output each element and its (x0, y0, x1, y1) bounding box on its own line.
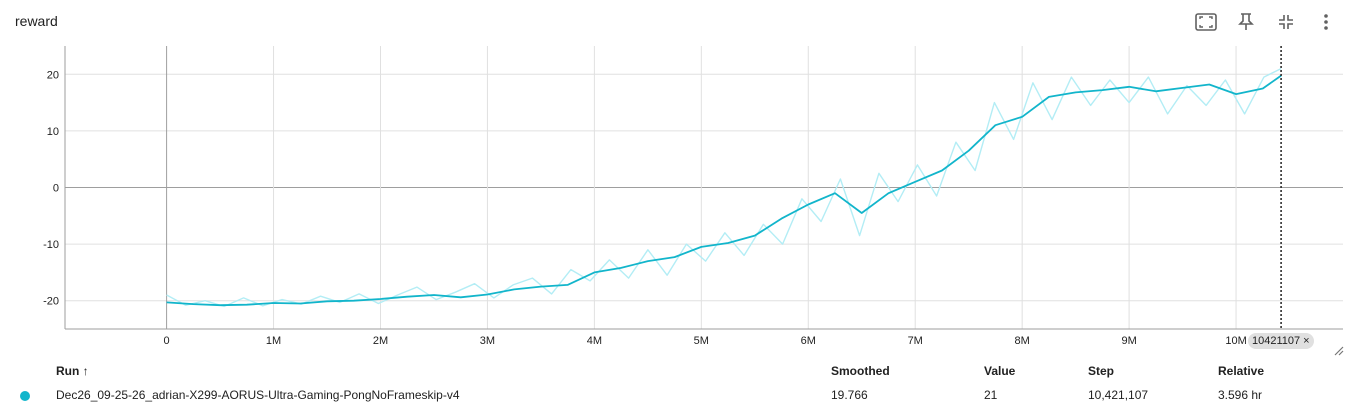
card-title: reward (15, 13, 58, 29)
cursor-step-badge: 10421107 × (1248, 333, 1314, 349)
x-tick-label: 4M (587, 335, 602, 347)
cursor-step-label: 10421107 (1252, 335, 1301, 347)
run-color-swatch (20, 391, 30, 401)
pin-button[interactable] (1226, 8, 1266, 36)
run-name: Dec26_09-25-26_adrian-X299-AORUS-Ultra-G… (56, 388, 460, 402)
close-icon[interactable]: × (1303, 335, 1310, 347)
card-toolbar (1186, 8, 1346, 36)
smoothed-series (166, 74, 1282, 307)
collapse-button[interactable] (1266, 8, 1306, 36)
y-tick-label: 20 (47, 69, 59, 81)
y-tick-label: -20 (43, 296, 59, 308)
header-relative[interactable]: Relative (1218, 364, 1265, 378)
reward-chart[interactable]: -20 -10 0 10 20 0 1M 2M 3M 4M 5M 6M 7M 8M 9M 10M (0, 36, 1352, 360)
grid (65, 46, 1343, 329)
fit-domain-icon (1195, 13, 1217, 31)
header-run-label: Run (56, 364, 80, 378)
collapse-icon (1279, 15, 1293, 29)
raw-series (166, 67, 1282, 308)
x-tick-label: 3M (480, 335, 495, 347)
more-options-button[interactable] (1306, 8, 1346, 36)
x-tick-label: 6M (801, 335, 816, 347)
x-tick-label: 5M (694, 335, 709, 347)
resize-handle-icon[interactable] (1334, 346, 1344, 356)
header-value[interactable]: Value (984, 364, 1016, 378)
y-tick-label: 10 (47, 126, 59, 138)
y-tick-label: 0 (53, 183, 59, 195)
header-smoothed[interactable]: Smoothed (831, 364, 890, 378)
run-relative: 3.596 hr (1218, 388, 1263, 402)
x-tick-label: 0 (164, 335, 170, 347)
header-step[interactable]: Step (1088, 364, 1115, 378)
header-run[interactable]: Run ↑ (56, 364, 89, 378)
run-smoothed: 19.766 (831, 388, 868, 402)
sort-arrow-icon: ↑ (82, 364, 89, 378)
run-step: 10,421,107 (1088, 388, 1149, 402)
fit-domain-button[interactable] (1186, 8, 1226, 36)
x-tick-label: 9M (1121, 335, 1136, 347)
y-tick-label: -10 (43, 239, 59, 251)
x-tick-label: 7M (908, 335, 923, 347)
x-tick-label: 10M (1225, 335, 1246, 347)
raw-line (166, 67, 1282, 308)
pin-icon (1238, 13, 1254, 30)
smoothed-line (166, 74, 1282, 307)
more-vert-icon (1324, 14, 1328, 30)
x-tick-label: 1M (266, 335, 281, 347)
axes: -20 -10 0 10 20 0 1M 2M 3M 4M 5M 6M 7M 8M 9M 10M (43, 46, 1343, 347)
x-tick-label: 2M (373, 335, 388, 347)
run-value: 21 (984, 388, 998, 402)
x-tick-label: 8M (1015, 335, 1030, 347)
